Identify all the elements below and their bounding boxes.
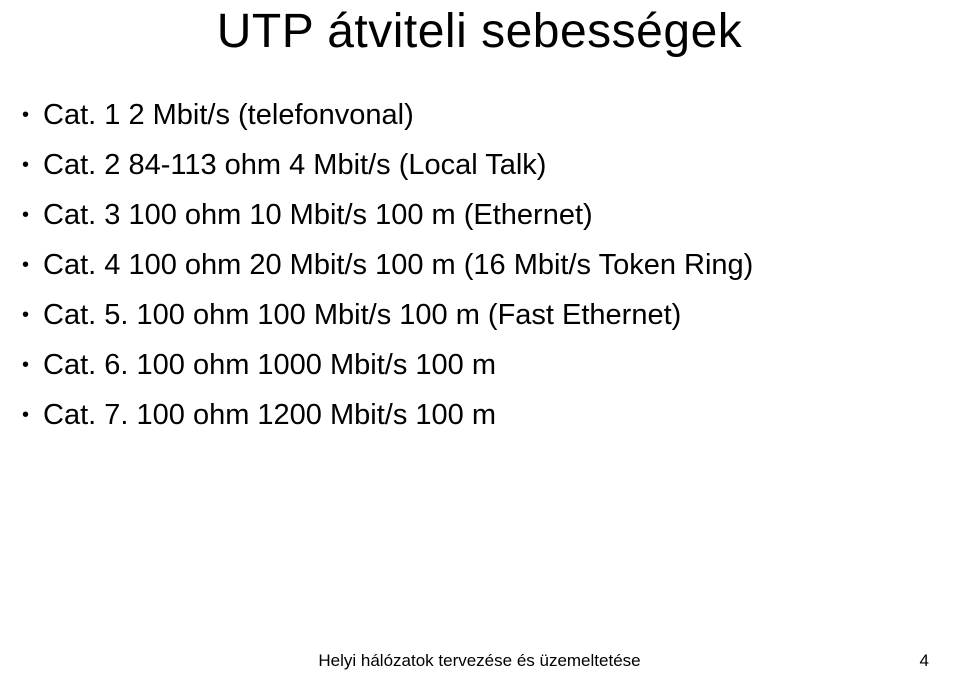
bullet-text: Cat. 2 84-113 ohm 4 Mbit/s (Local Talk) — [43, 151, 546, 180]
bullet-list: • Cat. 1 2 Mbit/s (telefonvonal) • Cat. … — [22, 101, 959, 430]
slide-title: UTP átviteli sebességek — [0, 0, 959, 59]
bullet-dot-icon: • — [22, 351, 29, 380]
list-item: • Cat. 1 2 Mbit/s (telefonvonal) — [22, 101, 959, 130]
bullet-dot-icon: • — [22, 151, 29, 180]
bullet-text: Cat. 6. 100 ohm 1000 Mbit/s 100 m — [43, 351, 496, 380]
bullet-text: Cat. 3 100 ohm 10 Mbit/s 100 m (Ethernet… — [43, 201, 593, 230]
bullet-text: Cat. 5. 100 ohm 100 Mbit/s 100 m (Fast E… — [43, 301, 681, 330]
list-item: • Cat. 3 100 ohm 10 Mbit/s 100 m (Ethern… — [22, 201, 959, 230]
bullet-dot-icon: • — [22, 401, 29, 430]
slide: UTP átviteli sebességek • Cat. 1 2 Mbit/… — [0, 0, 959, 683]
bullet-text: Cat. 1 2 Mbit/s (telefonvonal) — [43, 101, 414, 130]
list-item: • Cat. 5. 100 ohm 100 Mbit/s 100 m (Fast… — [22, 301, 959, 330]
bullet-text: Cat. 7. 100 ohm 1200 Mbit/s 100 m — [43, 401, 496, 430]
bullet-dot-icon: • — [22, 201, 29, 230]
list-item: • Cat. 2 84-113 ohm 4 Mbit/s (Local Talk… — [22, 151, 959, 180]
list-item: • Cat. 4 100 ohm 20 Mbit/s 100 m (16 Mbi… — [22, 251, 959, 280]
bullet-dot-icon: • — [22, 301, 29, 330]
list-item: • Cat. 7. 100 ohm 1200 Mbit/s 100 m — [22, 401, 959, 430]
list-item: • Cat. 6. 100 ohm 1000 Mbit/s 100 m — [22, 351, 959, 380]
bullet-text: Cat. 4 100 ohm 20 Mbit/s 100 m (16 Mbit/… — [43, 251, 753, 280]
bullet-dot-icon: • — [22, 251, 29, 280]
bullet-dot-icon: • — [22, 101, 29, 130]
footer-text: Helyi hálózatok tervezése és üzemeltetés… — [318, 651, 640, 671]
page-number: 4 — [920, 651, 929, 671]
